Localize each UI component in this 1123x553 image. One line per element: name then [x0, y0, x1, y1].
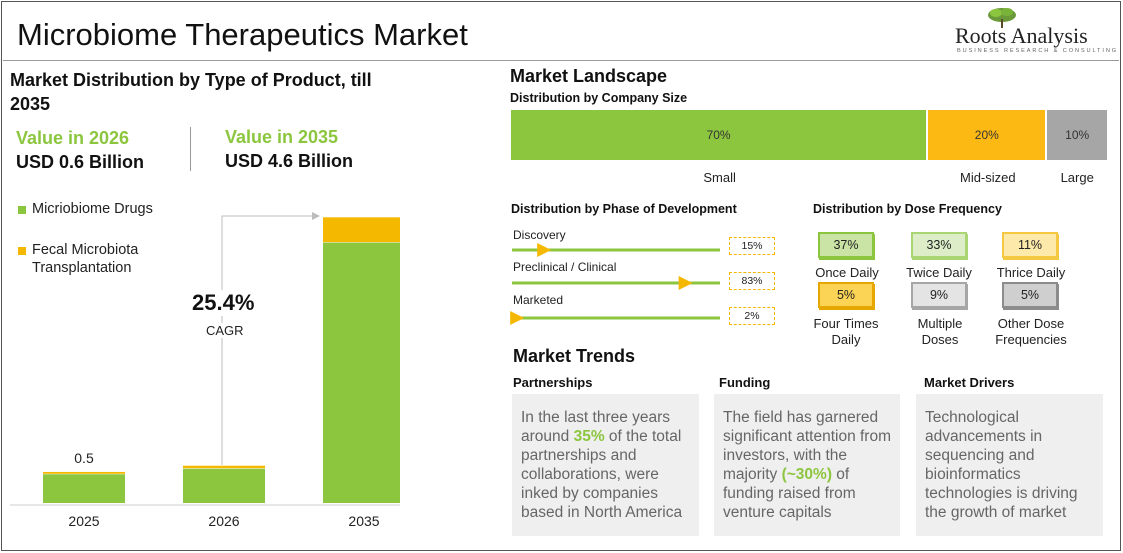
phase-value-discovery: 15%: [729, 237, 775, 255]
legend-swatch-drugs: [18, 206, 26, 214]
company-logo: Roots Analysis BUSINESS RESEARCH & CONSU…: [955, 7, 1119, 59]
segment-small: 70%: [511, 110, 927, 160]
phase-marker-0: [537, 243, 552, 257]
kpi-divider: [190, 127, 191, 171]
kpi-2035-value: USD 4.6 Billion: [225, 151, 354, 171]
header: Microbiome Therapeutics Market Roots Ana…: [3, 3, 1119, 61]
funding-heading: Funding: [719, 375, 771, 390]
x-tick-2026: 2026: [208, 513, 239, 529]
product-distribution-title: Market Distribution by Type of Product, …: [10, 70, 372, 114]
dose-title: Distribution by Dose Frequency: [813, 202, 1002, 216]
phase-value-preclinical-clinical: 83%: [729, 272, 775, 290]
kpi-2035-label: Value in 2035: [225, 127, 339, 147]
dose-label-once-daily: Once Daily: [815, 265, 879, 280]
dose-label-four-times-daily: Four Times Daily: [813, 316, 879, 347]
x-tick-2035: 2035: [348, 513, 379, 529]
cagr-arrow-head: [312, 212, 320, 220]
dose-label-multiple-doses: Multiple Doses: [917, 316, 963, 347]
kpi-2026-value: USD 0.6 Billion: [16, 152, 145, 172]
company-size-title: Distribution by Company Size: [510, 91, 688, 105]
phase-sliders: [510, 243, 720, 325]
dose-badge-once-daily: 37%: [818, 232, 874, 258]
legend-label-drugs: Micriobiome Drugs: [32, 201, 153, 217]
cagr-arrow-line: [221, 215, 312, 465]
phase-label-marketed: Marketed: [513, 293, 564, 307]
bars-layer: [43, 217, 400, 503]
bar-2026-series-1: [183, 465, 265, 469]
partnerships-heading: Partnerships: [513, 375, 593, 390]
partnerships-card: In the last three years around 35% of th…: [512, 394, 699, 536]
legend-swatch-fmt: [18, 247, 26, 255]
segment-large: 10%: [1047, 110, 1107, 160]
partnerships-highlight: 35%: [573, 428, 605, 445]
phase-marker-1: [678, 276, 693, 290]
dose-badge-other: 5%: [1002, 282, 1058, 308]
ticks-layer: 2025 2026 2035 0.5: [68, 450, 379, 529]
landscape-title: Market Landscape: [510, 66, 668, 86]
bar-chart: 2025 2026 2035 0.5: [10, 212, 400, 529]
dose-badge-four-times-daily: 5%: [818, 282, 874, 308]
dose-badge-twice-daily: 33%: [911, 232, 967, 258]
data-label-2025: 0.5: [74, 450, 94, 466]
segment-label-small: Small: [703, 170, 736, 185]
logo-tagline: BUSINESS RESEARCH & CONSULTING: [957, 48, 1119, 54]
bar-2035-series-1: [323, 217, 400, 243]
phase-value-marketed: 2%: [729, 307, 775, 325]
bar-2035-series-0: [323, 242, 400, 503]
legend-label-fmt: Fecal Microbiota Transplantation: [32, 242, 139, 276]
trends-title: Market Trends: [513, 346, 636, 366]
bar-2025-series-1: [43, 471, 125, 474]
drivers-card: Technological advancements in sequencing…: [916, 394, 1103, 536]
segment-label-large: Large: [1060, 170, 1094, 185]
page-title: Microbiome Therapeutics Market: [17, 17, 468, 52]
segment-label-mid-sized: Mid-sized: [959, 170, 1016, 185]
funding-card: The field has garnered significant atten…: [714, 394, 900, 536]
segment-mid-sized: 20%: [928, 110, 1046, 160]
tree-icon: [988, 8, 1016, 28]
logo-name: Roots Analysis: [955, 23, 1088, 48]
bar-2026-series-0: [183, 468, 265, 503]
funding-text-pre: The field has garnered significant atten…: [723, 409, 892, 483]
drivers-text: Technological advancements in sequencing…: [925, 409, 1078, 521]
drivers-heading: Market Drivers: [924, 375, 1015, 390]
phase-label-preclinical-clinical: Preclinical / Clinical: [513, 260, 617, 274]
phase-title: Distribution by Phase of Development: [511, 202, 737, 216]
partnerships-text-pre: In the last three years around: [521, 409, 671, 445]
x-tick-2025: 2025: [68, 513, 99, 529]
dose-label-thrice-daily: Thrice Daily: [996, 265, 1066, 280]
partnerships-text-post: of the total partnerships and collaborat…: [521, 428, 683, 521]
cagr-value: 25.4%: [190, 290, 257, 316]
funding-text-post: of funding raised from venture capitals: [723, 466, 856, 521]
bar-2025-series-0: [43, 473, 125, 503]
funding-highlight: (~30%): [781, 466, 832, 483]
phase-marker-2: [510, 311, 525, 325]
cagr-label: CAGR: [204, 323, 246, 338]
dose-label-twice-daily: Twice Daily: [906, 265, 972, 280]
dose-label-other: Other Dose Frequencies: [995, 316, 1067, 347]
phase-label-discovery: Discovery: [513, 228, 566, 242]
dose-badge-thrice-daily: 11%: [1002, 232, 1058, 258]
kpi-2026-label: Value in 2026: [16, 128, 130, 148]
dose-badge-multiple-doses: 9%: [911, 282, 967, 308]
